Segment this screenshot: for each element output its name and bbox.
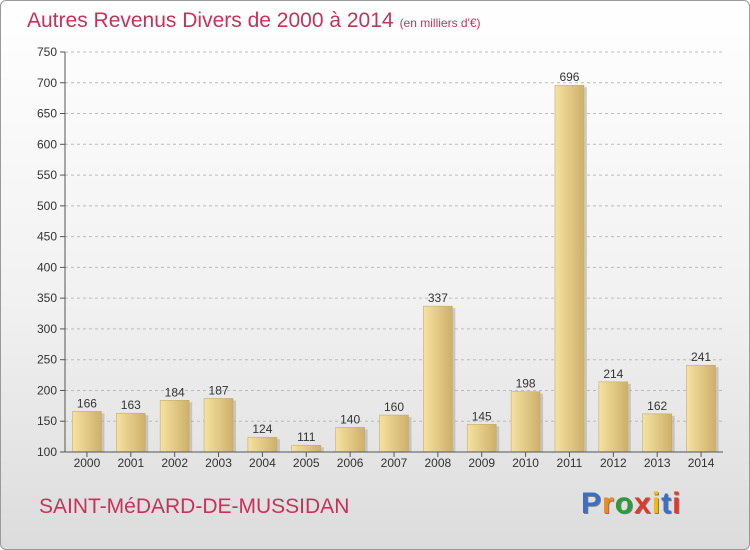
y-tick-label: 350 [37,291,57,305]
bars [72,84,719,453]
y-tick-label: 550 [37,168,57,182]
bar [159,400,190,453]
x-tick-label: 2002 [161,456,188,470]
x-tick-label: 2001 [117,456,144,470]
y-tick-label: 750 [37,45,57,59]
data-label: 145 [472,409,492,423]
bar [116,412,146,453]
data-label: 166 [77,396,97,410]
x-tick-label: 2006 [337,456,364,470]
bar [423,305,453,453]
x-tick-label: 2004 [249,456,276,470]
chart-title: Autres Revenus Divers de 2000 à 2014 [27,9,394,32]
title-row: Autres Revenus Divers de 2000 à 2014 (en … [27,9,481,33]
logo-letter: r [602,487,615,520]
y-tick-label: 650 [37,107,57,121]
bar [247,436,278,453]
x-tick-label: 2013 [644,456,671,470]
data-label: 162 [647,399,667,413]
bar [379,414,409,453]
bar [686,364,716,453]
x-tick-label: 2000 [74,456,101,470]
proxiti-logo: Proxiti [581,487,681,521]
y-tick-label: 700 [37,76,57,90]
y-tick-label: 100 [37,445,57,459]
x-tick-label: 2009 [468,456,495,470]
y-tick-label: 150 [37,414,57,428]
chart-subtitle: (en milliers d'€) [399,16,481,30]
logo-letter: P [581,487,603,520]
bar [466,424,497,453]
logo-letter: t [661,487,673,520]
data-label: 184 [165,385,185,399]
bar [335,427,365,453]
bar [72,411,102,453]
bar [203,398,234,453]
y-tick-label: 200 [37,383,57,397]
bar [598,381,629,453]
logo-letter: i [651,487,662,520]
data-label: 111 [297,430,316,444]
grid-lines [65,51,723,422]
logo-letter: i [672,487,682,520]
bar [291,444,322,453]
y-tick-label: 400 [37,260,57,274]
x-tick-label: 2014 [688,456,715,470]
labels: 100 150 200 250 300 350 400 450 500 550 600 650 700 7… [37,45,715,470]
bar [510,391,541,453]
data-label: 187 [209,383,229,397]
y-tick-label: 600 [37,137,57,151]
logo-letter: o [614,487,635,520]
y-tick-label: 300 [37,322,57,336]
x-tick-label: 2008 [425,456,452,470]
data-label: 696 [559,70,579,84]
commune-name: SAINT-MéDARD-DE-MUSSIDAN [39,495,350,518]
axes [60,51,723,457]
x-tick-label: 2007 [381,456,408,470]
x-tick-label: 2005 [293,456,320,470]
bar [554,84,585,453]
data-label: 198 [516,377,536,391]
y-tick-label: 450 [37,230,57,244]
x-tick-label: 2010 [512,456,539,470]
bar [642,413,673,453]
data-label: 214 [603,367,623,381]
y-tick-label: 500 [37,199,57,213]
x-tick-label: 2011 [557,456,583,470]
logo-letter: x [634,487,652,520]
y-tick-label: 250 [37,353,57,367]
data-label: 140 [340,412,360,426]
x-tick-label: 2003 [205,456,232,470]
data-label: 337 [428,291,448,305]
data-label: 160 [384,400,404,414]
x-tick-label: 2012 [600,456,627,470]
data-label: 163 [121,398,141,412]
data-label: 241 [691,350,711,364]
data-label: 124 [252,422,272,436]
